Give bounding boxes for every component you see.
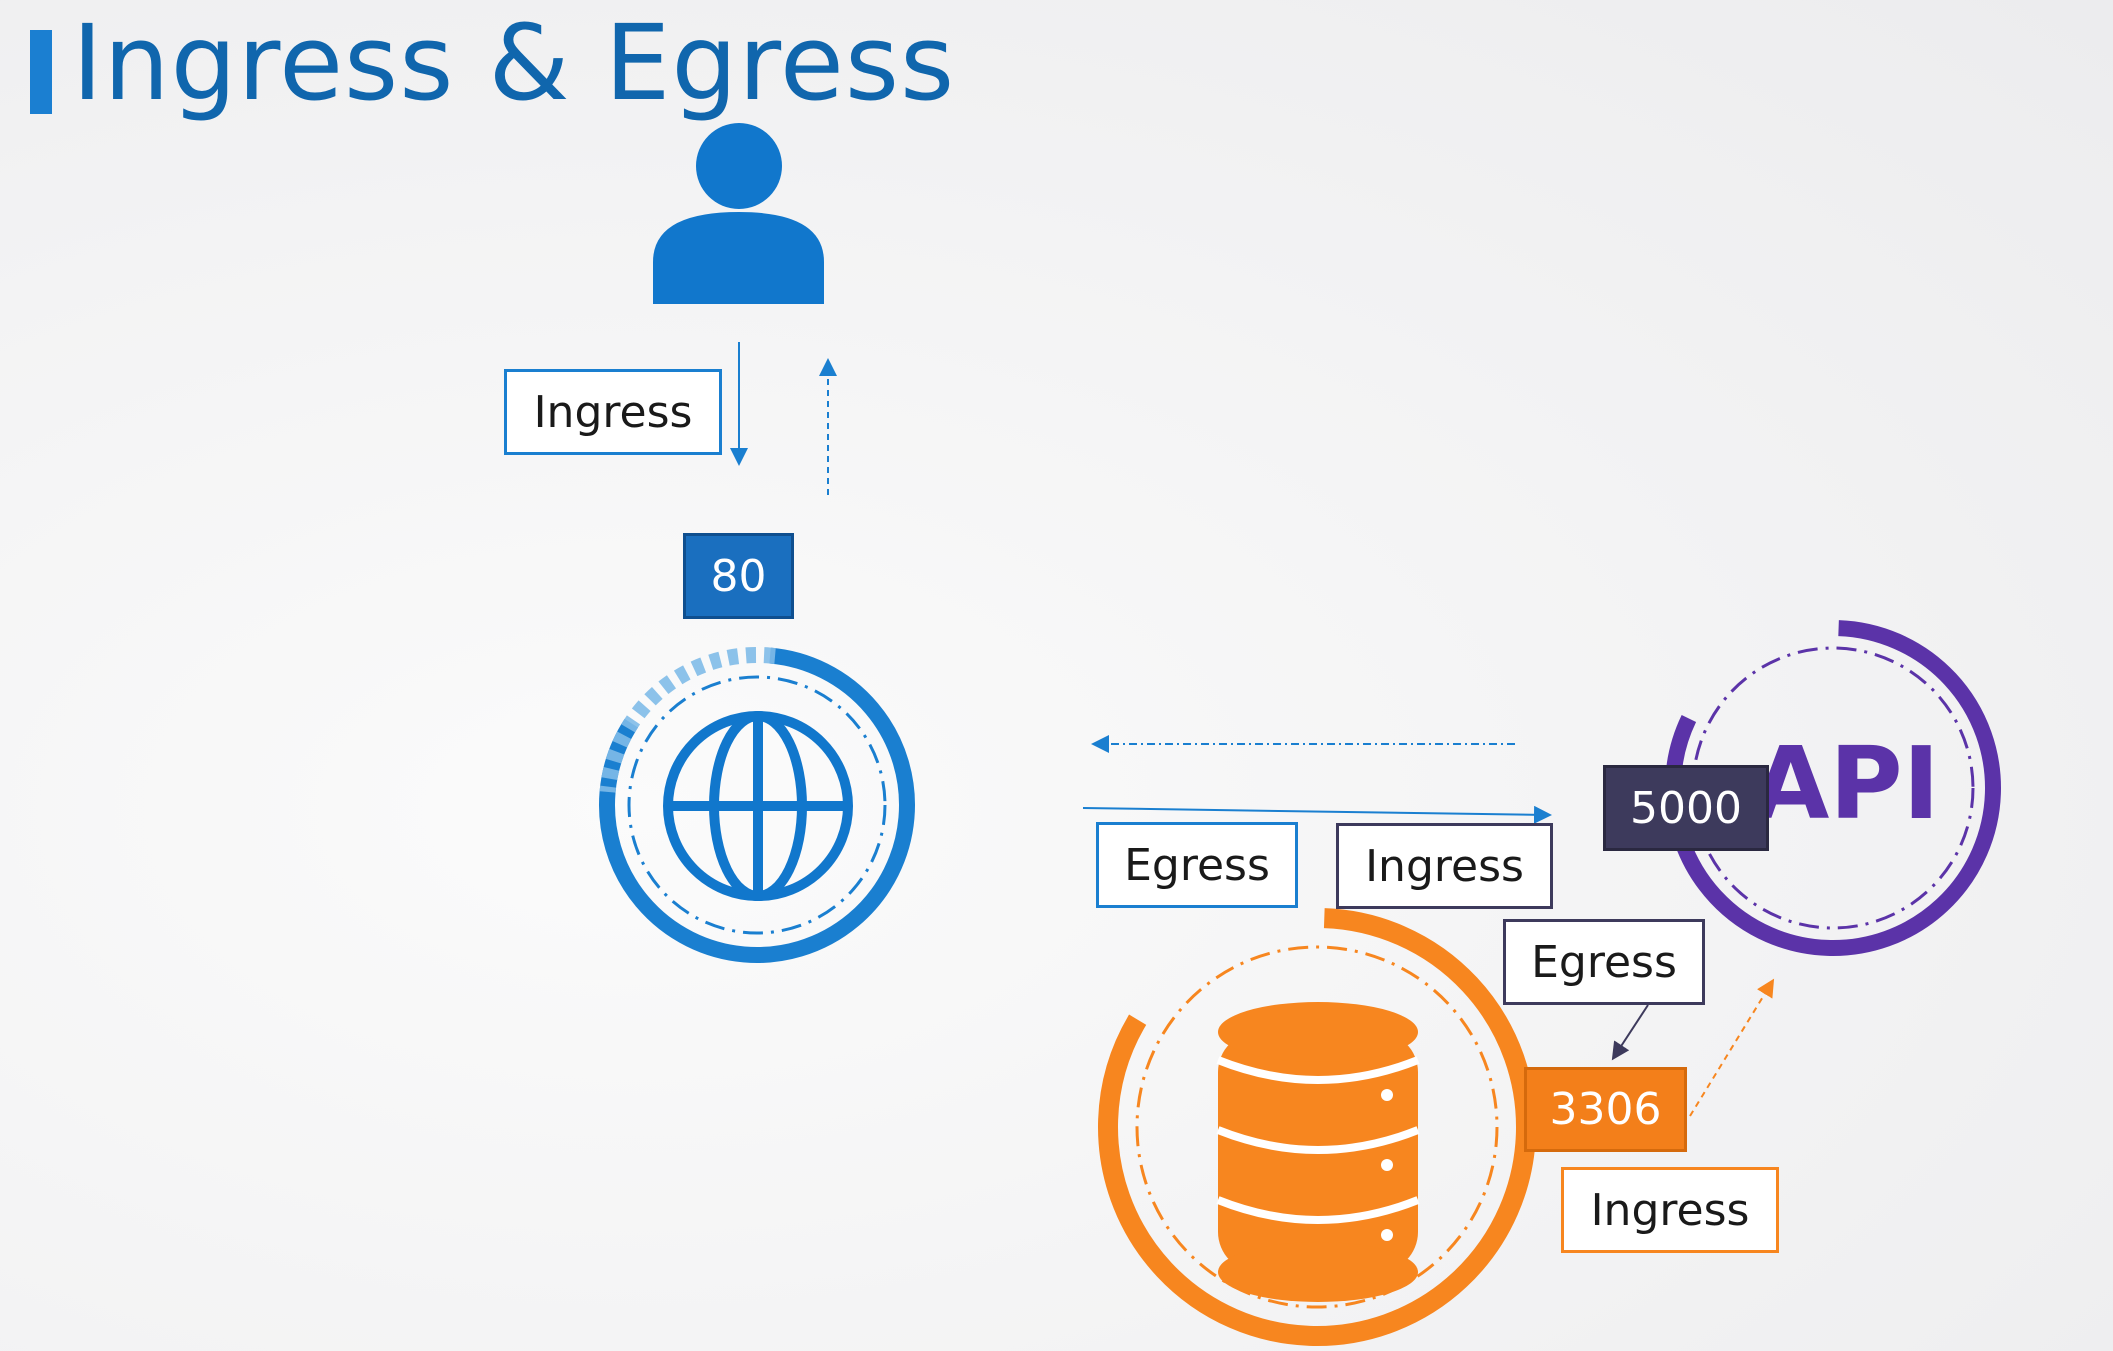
egress-label-web: Egress [1096,822,1298,908]
egress-to-db-port-arrow [1611,1004,1649,1061]
web-to-api-arrow [1082,805,1552,824]
api-label: API [1752,725,1940,842]
globe-icon [663,711,853,901]
title-accent-bar [30,30,52,114]
db-port-badge: 3306 [1524,1067,1687,1152]
database-icon [1216,1002,1420,1302]
egress-label-db: Egress [1503,919,1705,1005]
web-server-ring [599,646,915,963]
db-to-api-arrow [1689,978,1775,1117]
user-icon [653,123,824,304]
ingress-label-web: Ingress [504,369,722,455]
page-title: Ingress & Egress [72,2,956,124]
api-port-badge: 5000 [1603,765,1769,851]
web-port-badge: 80 [683,533,794,619]
ingress-label-api: Ingress [1336,823,1553,909]
ingress-label-db: Ingress [1561,1167,1779,1253]
